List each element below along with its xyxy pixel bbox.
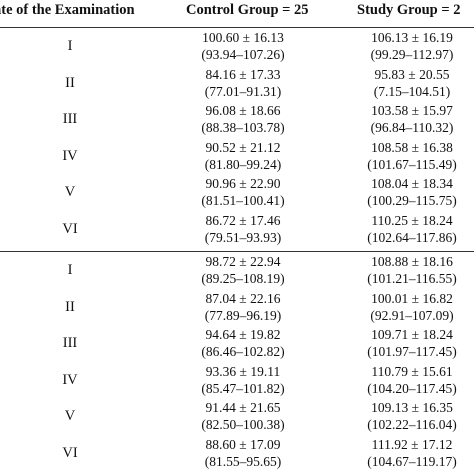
- study-mean-sd: 100.01 ± 16.82: [371, 290, 453, 306]
- control-ci: (88.38–103.78): [201, 120, 285, 135]
- control-ci: (81.51–100.41): [201, 193, 285, 208]
- study-ci: (104.20–117.45): [367, 380, 457, 396]
- row-label: I: [67, 38, 73, 54]
- study-mean-sd: 111.92 ± 17.12: [371, 436, 453, 452]
- control-mean-sd: 90.96 ± 22.90: [205, 176, 281, 191]
- header-control-group: Control Group = 25: [186, 2, 309, 18]
- study-ci: (101.67–115.49): [367, 156, 457, 172]
- control-mean-sd: 98.72 ± 22.94: [205, 254, 281, 269]
- control-ci: (77.89–96.19): [204, 307, 282, 323]
- control-ci: (81.55–95.65): [204, 453, 282, 469]
- study-mean-sd: 106.13 ± 16.19: [371, 30, 453, 45]
- study-mean-sd: 95.83 ± 20.55: [374, 66, 450, 82]
- row-label: IV: [62, 371, 78, 388]
- control-mean-sd: 93.36 ± 19.11: [205, 363, 281, 379]
- study-ci: (101.97–117.45): [367, 344, 457, 359]
- study-ci: (102.22–116.04): [367, 417, 457, 432]
- study-ci: (96.84–110.32): [370, 120, 454, 135]
- control-mean-sd: 94.64 ± 19.82: [205, 327, 281, 342]
- control-mean-sd: 90.52 ± 21.12: [205, 139, 281, 155]
- header-rule: [0, 27, 474, 28]
- header-study-group: Study Group = 2: [357, 2, 461, 18]
- control-ci: (79.51–93.93): [204, 229, 282, 245]
- section-divider: [0, 251, 474, 252]
- row-label: V: [64, 408, 76, 424]
- control-ci: (82.50–100.38): [201, 417, 285, 432]
- header-date-of-examination: ate of the Examination: [0, 2, 135, 18]
- control-ci: (93.94–107.26): [201, 47, 285, 62]
- row-label: V: [64, 184, 76, 200]
- study-ci: (102.64–117.86): [367, 229, 457, 245]
- study-mean-sd: 109.13 ± 16.35: [371, 400, 453, 415]
- control-ci: (77.01–91.31): [204, 83, 282, 99]
- study-ci: (99.29–112.97): [370, 47, 454, 62]
- study-mean-sd: 110.25 ± 18.24: [371, 212, 453, 228]
- study-ci: (104.67–119.17): [367, 453, 457, 469]
- study-ci: (92.91–107.09): [370, 307, 454, 323]
- control-ci: (81.80–99.24): [204, 156, 282, 172]
- row-label: III: [62, 335, 78, 351]
- control-mean-sd: 86.72 ± 17.46: [205, 212, 281, 228]
- study-mean-sd: 109.71 ± 18.24: [371, 327, 453, 342]
- study-ci: (100.29–115.75): [367, 193, 457, 208]
- study-ci: (7.15–104.51): [373, 83, 451, 99]
- study-ci: (101.21–116.55): [367, 271, 457, 286]
- row-label: II: [65, 74, 75, 91]
- study-mean-sd: 108.88 ± 18.16: [371, 254, 453, 269]
- control-ci: (85.47–101.82): [201, 380, 285, 396]
- control-mean-sd: 91.44 ± 21.65: [205, 400, 281, 415]
- study-mean-sd: 108.04 ± 18.34: [371, 176, 453, 191]
- row-label: IV: [62, 147, 78, 164]
- row-label: III: [62, 111, 78, 127]
- row-label: II: [65, 298, 75, 315]
- row-label: VI: [62, 220, 78, 237]
- study-mean-sd: 108.58 ± 16.38: [371, 139, 453, 155]
- control-ci: (89.25–108.19): [201, 271, 285, 286]
- control-mean-sd: 88.60 ± 17.09: [205, 436, 281, 452]
- study-mean-sd: 110.79 ± 15.61: [371, 363, 453, 379]
- row-label: I: [67, 262, 73, 278]
- table-header: ate of the Examination Control Group = 2…: [0, 0, 474, 27]
- study-mean-sd: 103.58 ± 15.97: [371, 103, 453, 118]
- control-mean-sd: 87.04 ± 22.16: [205, 290, 281, 306]
- row-label: VI: [62, 444, 78, 461]
- control-mean-sd: 84.16 ± 17.33: [205, 66, 281, 82]
- control-ci: (86.46–102.82): [201, 344, 285, 359]
- control-mean-sd: 96.08 ± 18.66: [205, 103, 281, 118]
- control-mean-sd: 100.60 ± 16.13: [202, 30, 284, 45]
